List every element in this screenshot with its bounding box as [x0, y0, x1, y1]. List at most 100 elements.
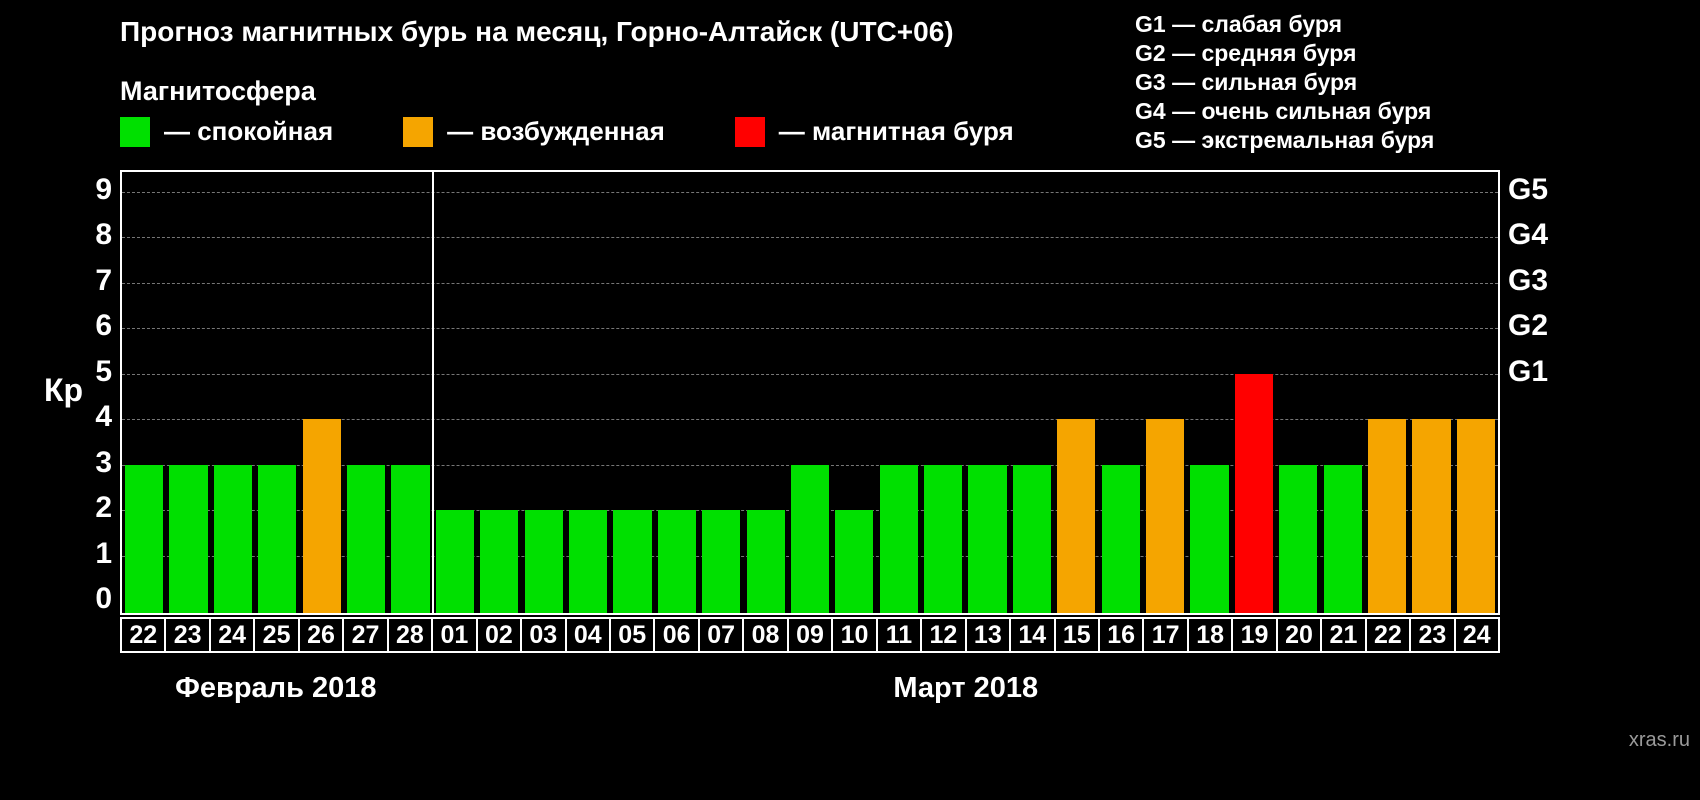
g-tick-label-G3: G3: [1508, 263, 1549, 297]
legend-item-label: — возбужденная: [447, 116, 665, 146]
day-label-cell: 06: [653, 617, 700, 653]
right-g-axis: G1 G2 G3 G4 G5: [1508, 170, 1628, 615]
day-label-cell: 10: [831, 617, 878, 653]
day-label-cell: 07: [697, 617, 745, 653]
y-tick-label: 6: [95, 309, 112, 343]
kp-bar-day-28: [391, 464, 430, 613]
day-label-cell: 05: [608, 617, 656, 653]
day-label-cell: 21: [1320, 617, 1367, 653]
kp-bar-day-03: [524, 510, 563, 613]
kp-bar-day-04: [568, 510, 608, 613]
day-label-cell: 04: [564, 617, 611, 653]
kp-bar-day-07: [702, 510, 741, 613]
chart-title: Прогноз магнитных бурь на месяц, Горно-А…: [120, 16, 954, 47]
g-tick-label-G2: G2: [1508, 309, 1549, 343]
day-label-cell: 03: [520, 617, 567, 653]
y-tick-label: 4: [95, 400, 112, 434]
day-label-cell: 17: [1142, 617, 1189, 653]
kp-bar-day-01: [435, 510, 474, 613]
g-legend-line-2: G3 — сильная буря: [1135, 69, 1358, 95]
legend-swatch-icon: [120, 116, 150, 147]
g-legend-line-3: G4 — очень сильная буря: [1135, 98, 1432, 124]
kp-bar-day-20: [1279, 464, 1318, 613]
y-tick-label: 5: [95, 354, 112, 388]
kp-bar-day-18: [1190, 464, 1229, 613]
kp-bar-day-10: [835, 510, 874, 613]
month-labels: Февраль 2018 Март 2018: [120, 668, 1500, 708]
day-label-cell: 26: [297, 617, 345, 653]
legend-item-label: — спокойная: [164, 116, 334, 146]
state-legend: — спокойная — возбужденная — магнитная бур…: [120, 116, 1014, 147]
kp-bar-day-24: [213, 464, 253, 613]
kp-bar-day-22: [1367, 419, 1407, 613]
legend-swatch-icon: [734, 116, 765, 147]
magnetosphere-legend-heading: Магнитосфера: [120, 76, 316, 106]
kp-bar-day-17: [1146, 419, 1185, 613]
kp-bar-day-24: [1456, 419, 1495, 613]
y-tick-label: 7: [95, 263, 112, 297]
kp-bar-day-02: [480, 510, 519, 613]
kp-bar-day-19: [1234, 373, 1273, 613]
day-label-cell: 01: [431, 617, 478, 653]
gridline-kp-8: [122, 237, 1498, 239]
kp-bar-day-12: [924, 464, 963, 613]
day-label-cell: 14: [1009, 617, 1056, 653]
y-tick-label: 9: [95, 173, 112, 206]
legend-swatch-icon: [403, 116, 434, 147]
legend-item-1: — возбужденная: [403, 116, 665, 147]
month-label-0: Февраль 2018: [175, 671, 377, 704]
g-tick-label-G5: G5: [1508, 173, 1549, 206]
day-label-cell: 15: [1053, 617, 1100, 653]
day-label-cell: 25: [253, 617, 300, 653]
watermark-xras: xras.ru: [1628, 729, 1690, 751]
kp-bar-day-26: [302, 419, 341, 613]
kp-bar-day-08: [746, 510, 785, 613]
g-scale-legend: G1 — слабая буря G2 — средняя буря G3 — си…: [1135, 10, 1434, 155]
day-label-cell: 24: [1453, 617, 1501, 653]
day-label-cell: 09: [786, 617, 834, 653]
day-label-cell: 16: [1097, 617, 1145, 653]
gridline-kp-6: [122, 328, 1498, 330]
plot-area: [120, 170, 1500, 615]
gridline-kp-5: [122, 373, 1498, 375]
gridline-kp-9: [122, 192, 1498, 193]
kp-bar-day-23: [1412, 419, 1451, 613]
kp-bar-day-22: [125, 464, 164, 613]
day-label-cell: 23: [1409, 617, 1456, 653]
day-label-cell: 02: [475, 617, 523, 653]
kp-bar-day-23: [169, 464, 208, 613]
y-tick-label: 8: [95, 218, 112, 252]
day-label-cell: 22: [1364, 617, 1412, 653]
month-separator-line: [431, 172, 434, 613]
kp-bar-day-11: [879, 464, 918, 613]
legend-item-0: — спокойная: [120, 116, 333, 147]
y-tick-label: 0: [95, 582, 112, 615]
day-label-cell: 20: [1275, 617, 1323, 653]
day-label-cell: 24: [208, 617, 256, 653]
y-tick-label: 1: [95, 536, 112, 570]
gridline-kp-4: [122, 419, 1498, 421]
day-label-cell: 13: [964, 617, 1012, 653]
g-legend-line-4: G5 — экстремальная буря: [1135, 127, 1435, 153]
y-tick-label: 3: [95, 445, 112, 479]
day-label-cell: 23: [164, 617, 211, 653]
day-label-cell: 11: [875, 617, 923, 653]
day-label-cell: 08: [742, 617, 789, 653]
kp-bar-day-14: [1012, 464, 1052, 613]
kp-bar-day-25: [258, 464, 297, 613]
kp-bar-day-09: [790, 464, 830, 613]
kp-bar-day-13: [968, 464, 1007, 613]
day-label-cell: 22: [120, 617, 167, 653]
y-axis-title: Кр: [44, 372, 84, 408]
month-label-1: Март 2018: [893, 671, 1039, 704]
kp-bar-day-21: [1323, 464, 1362, 613]
y-axis: 0 1 2 3 4 5 6 7 8 9: [0, 170, 112, 615]
kp-bar-day-05: [613, 510, 652, 613]
day-label-cell: 28: [386, 617, 434, 653]
day-label-cell: 12: [920, 617, 967, 653]
legend-item-label: — магнитная буря: [778, 116, 1014, 146]
kp-bar-day-27: [347, 464, 386, 613]
day-axis: 22 23 24 25 26 27 28 01 02 03 04 05 06 07 08 09 10 11 12 13…: [120, 617, 1501, 653]
g-tick-label-G1: G1: [1508, 354, 1549, 388]
g-tick-label-G4: G4: [1508, 218, 1549, 252]
